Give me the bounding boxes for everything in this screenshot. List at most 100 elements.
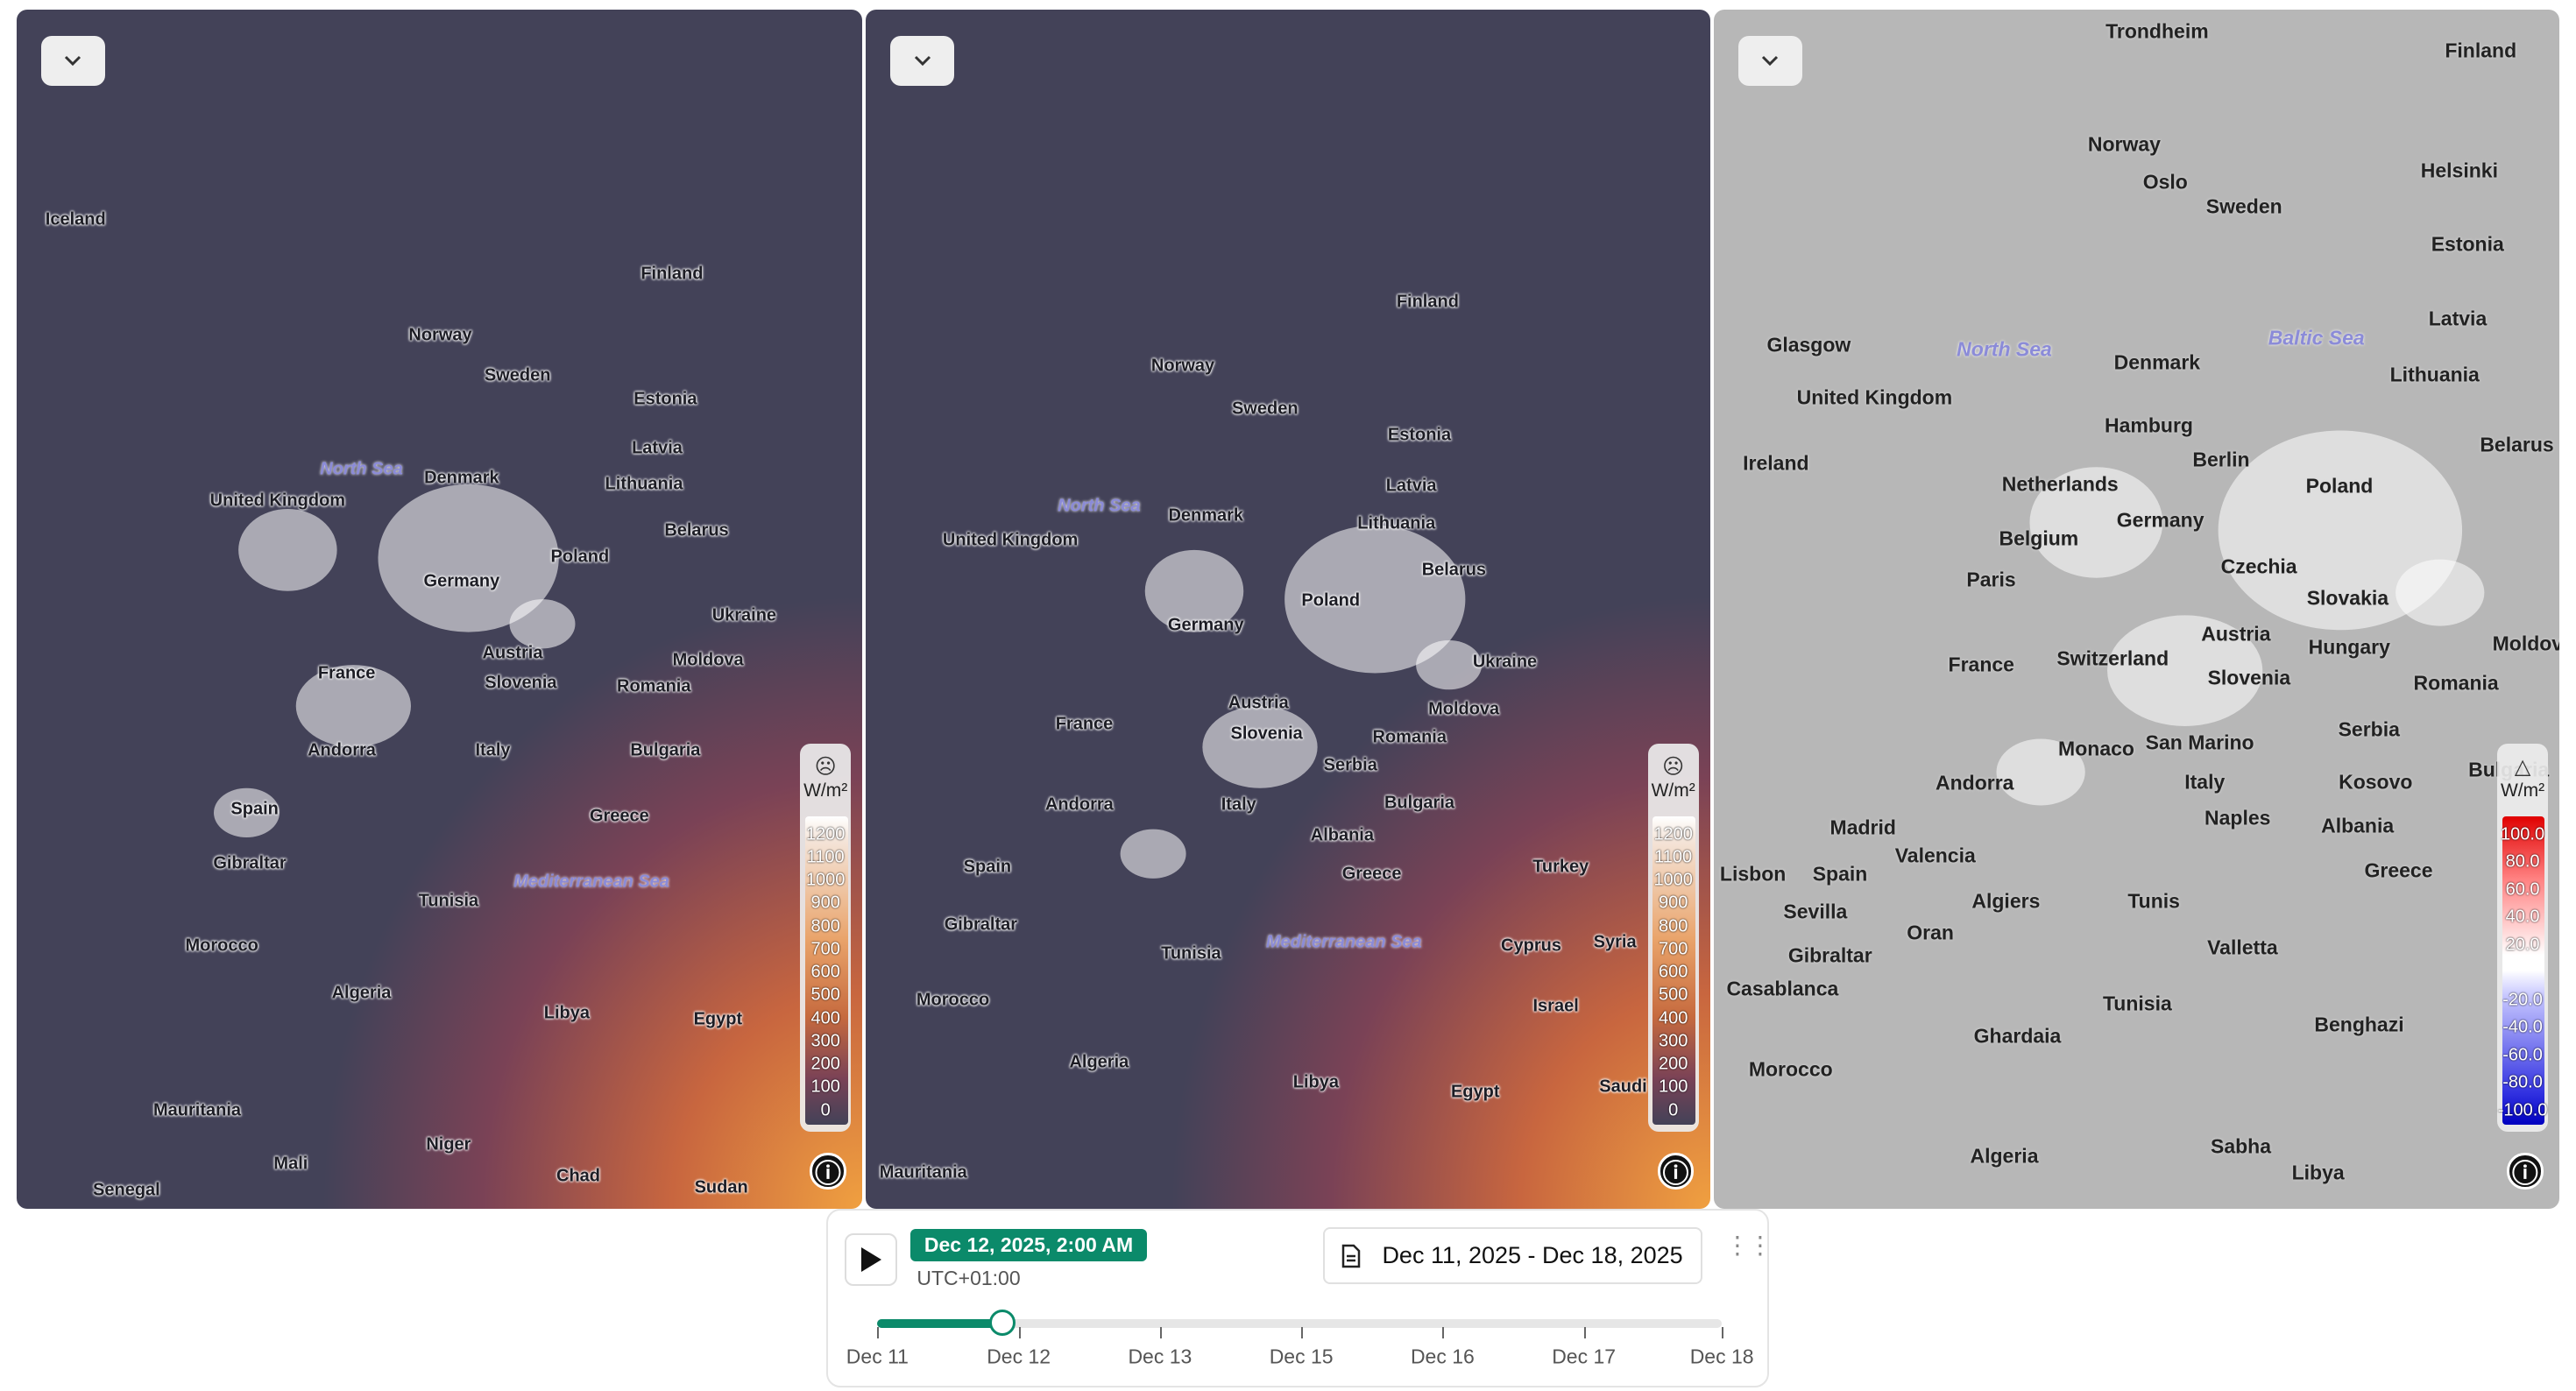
legend-value: 1000 bbox=[1653, 870, 1693, 890]
map-label: France bbox=[1055, 714, 1114, 734]
slider-tick bbox=[1301, 1327, 1304, 1339]
map-label: Finland bbox=[2445, 39, 2517, 62]
map-label: Latvia bbox=[2428, 307, 2488, 330]
legend-scale bbox=[1652, 816, 1695, 1126]
map-label: Monaco bbox=[2058, 737, 2134, 760]
legend-value: 100.0 bbox=[2501, 824, 2545, 844]
collapse-button[interactable] bbox=[1737, 36, 1802, 86]
map-label: Serbia bbox=[1323, 755, 1377, 775]
legend-value: 300 bbox=[810, 1031, 840, 1051]
slider-track bbox=[877, 1318, 1723, 1328]
light-cluster bbox=[213, 788, 280, 838]
legend-value: 1000 bbox=[805, 870, 846, 890]
legend-icon: ☹ bbox=[1662, 754, 1685, 779]
legend-value: -100.0 bbox=[2497, 1100, 2548, 1119]
map-label: Senegal bbox=[93, 1180, 160, 1200]
map-label: Madrid bbox=[1829, 816, 1896, 839]
collapse-button[interactable] bbox=[890, 36, 955, 86]
light-cluster bbox=[2106, 615, 2262, 727]
date-range-button[interactable]: Dec 11, 2025 - Dec 18, 2025 bbox=[1322, 1226, 1702, 1285]
map-label: Syria bbox=[1593, 932, 1637, 952]
map-label: Casablanca bbox=[1726, 977, 1839, 1000]
play-button[interactable] bbox=[844, 1233, 897, 1287]
legend-scale bbox=[804, 816, 848, 1126]
map-label: Saudi bbox=[1599, 1077, 1647, 1097]
map-label: Romania bbox=[1372, 727, 1447, 747]
map-label: Greece bbox=[1341, 864, 1402, 883]
legend-value: 100 bbox=[810, 1077, 840, 1097]
tick-label: Dec 12 bbox=[987, 1345, 1051, 1368]
light-cluster bbox=[295, 665, 411, 748]
map-label: Libya bbox=[2291, 1161, 2345, 1184]
map-label: Mauritania bbox=[152, 1100, 242, 1119]
map-label: Sweden bbox=[484, 365, 551, 385]
legend: ☹ W/m² 1200 1100 1000 900 800 700 600 500 400 300 20… bbox=[800, 744, 852, 1132]
light-cluster bbox=[1284, 526, 1466, 674]
map-label: Andorra bbox=[1044, 794, 1114, 815]
map-label: Egypt bbox=[1450, 1082, 1500, 1102]
map-label: Gibraltar bbox=[1787, 943, 1872, 967]
map-label: Trondheim bbox=[2105, 19, 2209, 43]
map-label: Moldova bbox=[672, 650, 744, 670]
map-label: Germany bbox=[423, 571, 500, 591]
legend-value: -80.0 bbox=[2502, 1072, 2543, 1092]
info-button[interactable]: ⓘ bbox=[1657, 1153, 1695, 1190]
map-label: Bulgaria bbox=[1384, 793, 1455, 813]
legend-value: 700 bbox=[810, 939, 840, 959]
chevron-icon bbox=[1762, 56, 1779, 67]
map-label: Gibraltar bbox=[944, 914, 1018, 935]
legend-value: 0 bbox=[1668, 1100, 1679, 1119]
drag-handle[interactable]: ⋮⋮ bbox=[1724, 1231, 1773, 1259]
map-label: Mauritania bbox=[879, 1162, 967, 1183]
map-label: Sweden bbox=[2205, 194, 2282, 218]
map-panel: Iceland Norway Sweden Finland Estonia Latvia L… bbox=[16, 10, 863, 1209]
map-label: Kosovo bbox=[2339, 770, 2413, 793]
info-button[interactable]: ⓘ bbox=[2507, 1153, 2544, 1190]
map-label: Italy bbox=[2184, 770, 2226, 793]
legend-value: 700 bbox=[1659, 939, 1688, 959]
legend-value: 900 bbox=[1659, 893, 1688, 913]
legend-value: 1100 bbox=[806, 847, 845, 867]
map-label: Romania bbox=[617, 676, 691, 696]
info-button[interactable]: ⓘ bbox=[810, 1153, 846, 1190]
legend-value: 60.0 bbox=[2505, 879, 2540, 899]
map-label: Greece bbox=[589, 806, 649, 826]
map-label: United Kingdom bbox=[942, 530, 1079, 550]
map-label: Sweden bbox=[1231, 399, 1299, 419]
map-label: France bbox=[1948, 653, 2014, 676]
map-label: Tunisia bbox=[1161, 943, 1221, 964]
map-label: United Kingdom bbox=[1796, 385, 1953, 409]
timeline-panel: Dec 12, 2025, 2:00 AM UTC+01:00 Dec 11, 20… bbox=[826, 1209, 1773, 1388]
map-label: Valletta bbox=[2207, 936, 2278, 959]
map-label: Niger bbox=[426, 1134, 471, 1154]
light-cluster bbox=[509, 599, 576, 649]
slider-progress bbox=[877, 1318, 1002, 1328]
legend-unit: W/m² bbox=[1651, 780, 1695, 801]
map-panel: Finland Norway Sweden Estonia Latvia Lithuani… bbox=[866, 10, 1710, 1209]
light-cluster bbox=[1120, 829, 1186, 879]
map-label: Benghazi bbox=[2314, 1013, 2404, 1036]
legend-value: -20.0 bbox=[2502, 990, 2543, 1009]
slider-tick bbox=[877, 1327, 880, 1339]
map-label: Estonia bbox=[633, 389, 697, 409]
map-label: Belgium bbox=[1999, 526, 2079, 550]
map-label: Oslo bbox=[2142, 170, 2188, 194]
legend-value: -40.0 bbox=[2502, 1017, 2543, 1037]
map-label: Tunisia bbox=[2102, 992, 2172, 1015]
collapse-button[interactable] bbox=[40, 36, 105, 86]
legend-value: 500 bbox=[1659, 985, 1688, 1005]
map-label: Poland bbox=[1301, 590, 1361, 611]
current-time: Dec 12, 2025, 2:00 AM bbox=[909, 1228, 1148, 1262]
map-label: Norway bbox=[408, 325, 472, 344]
map-label: North Sea bbox=[1957, 337, 2052, 361]
light-cluster bbox=[2395, 559, 2484, 626]
map-label: Andorra bbox=[308, 740, 376, 760]
slider-handle[interactable] bbox=[988, 1309, 1016, 1336]
map-label: Finland bbox=[640, 264, 704, 284]
map-label: Italy bbox=[475, 740, 511, 760]
map-label: Mali bbox=[273, 1154, 308, 1174]
map-label: Morocco bbox=[1748, 1057, 1833, 1081]
